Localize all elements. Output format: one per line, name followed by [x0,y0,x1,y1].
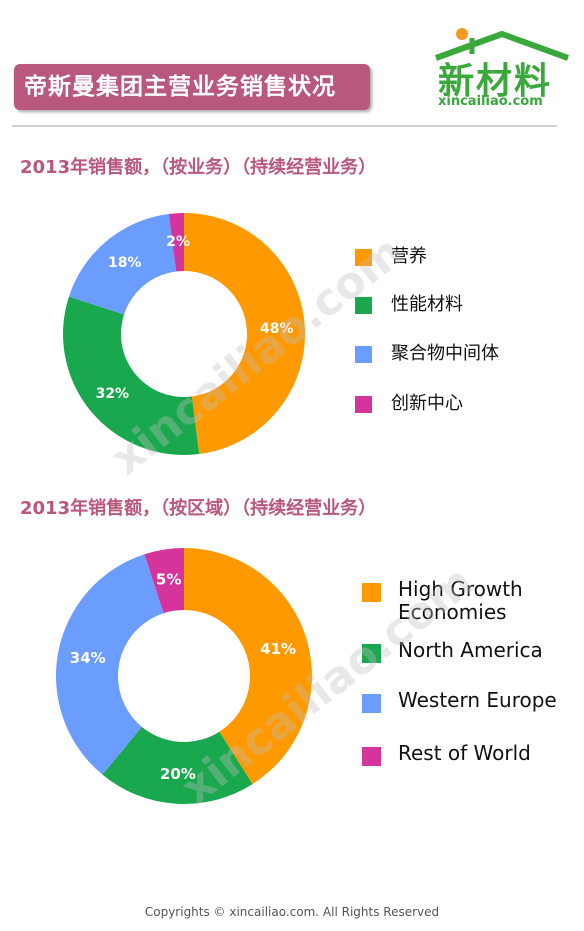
chart2-title: 2013年销售额，（按区域）（持续经营业务） [20,498,377,519]
legend-swatch [362,747,381,766]
donut-slice [144,548,184,614]
region-donut: 41% 20% 34% 5% [56,548,312,805]
legend-label: 聚合物中间体 [391,343,499,364]
chart1-title: 2013年销售额，（按业务）（持续经营业务） [20,157,377,178]
divider [12,125,557,127]
house-logo-icon [434,28,570,61]
legend-label: 营养 [391,246,427,267]
donut-slice [184,213,305,455]
slice-value-label: 41% [260,640,296,658]
legend-label: High Growth Economies [398,577,523,624]
legend-swatch [362,694,381,713]
legend-label: North America [398,638,543,662]
slice-value-label: 5% [156,570,181,588]
donut-slice [68,213,177,315]
footer-copyright: Copyrights © xincailiao.com. All Rights … [144,905,440,919]
legend-label: 性能材料 [391,294,463,315]
logo-text: 新材料 [438,61,553,102]
slice-value-label: 18% [108,255,142,271]
logo-url: xincailiao.com [438,94,543,109]
slice-value-label: 32% [96,386,130,402]
page-title: 帝斯曼集团主营业务销售状况 [14,64,370,110]
legend-swatch [355,346,372,363]
legend-swatch [362,583,381,602]
donut-slice [63,296,200,455]
donut-slice [168,213,184,272]
business-donut: 48% 32% 18% 2% [63,213,305,455]
legend-label: Western Europe [398,688,557,712]
slice-value-label: 34% [70,649,106,667]
donut-slice [102,726,253,805]
slice-value-label: 20% [160,765,196,783]
legend-swatch [355,249,372,266]
legend-swatch [355,396,372,413]
legend-label: Rest of World [398,741,531,765]
legend-label: 创新中心 [391,393,463,414]
donut-slice [56,554,164,775]
legend-swatch [355,297,372,314]
donut-slice [184,548,312,785]
legend-swatch [362,644,381,663]
slice-value-label: 48% [260,321,294,337]
slice-value-label: 2% [166,234,190,250]
